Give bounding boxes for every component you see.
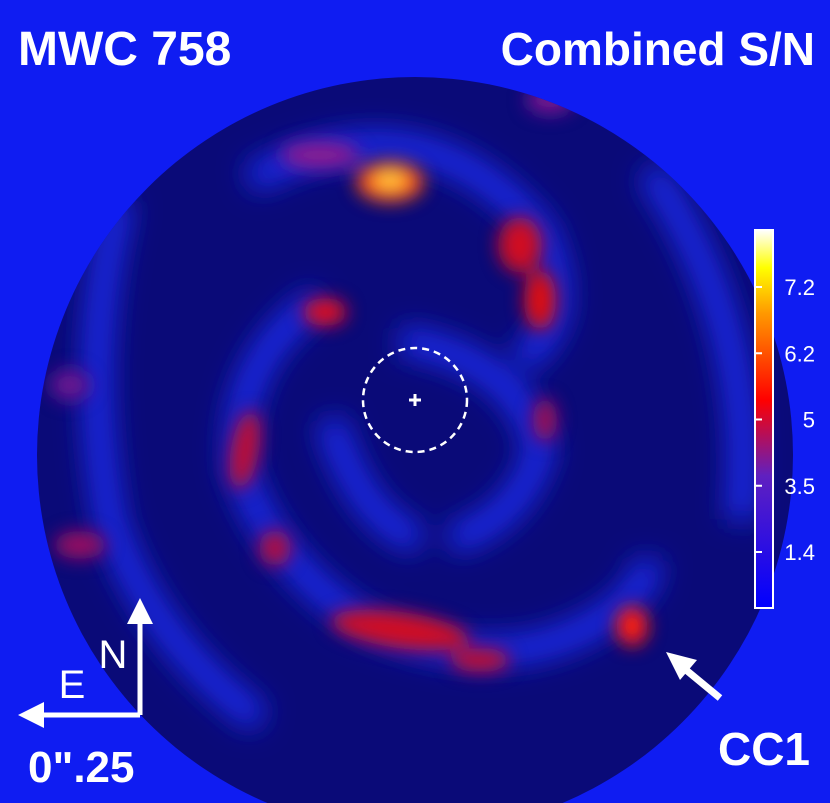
target-name: MWC 758 <box>18 23 231 76</box>
cc1-label: CC1 <box>718 723 810 775</box>
colorbar-tick-label: 7.2 <box>784 275 815 300</box>
colorbar-tick-label: 3.5 <box>784 474 815 499</box>
east-arrowhead <box>18 702 44 728</box>
north-label: N <box>99 633 128 677</box>
map-title: Combined S/N <box>501 23 815 75</box>
colorbar-ticks: 1.4 3.5 5 6.2 7.2 <box>755 275 815 565</box>
colorbar-tick-label: 5 <box>803 408 815 433</box>
scale-label: 0".25 <box>28 743 135 792</box>
mask-circle <box>361 346 469 454</box>
colorbar-tick-label: 1.4 <box>784 540 815 565</box>
colorbar-tick-label: 6.2 <box>784 341 815 366</box>
north-arrowhead <box>127 598 153 624</box>
star-marker <box>409 394 421 406</box>
cc1-arrowhead <box>666 652 697 680</box>
east-label: E <box>59 663 86 707</box>
